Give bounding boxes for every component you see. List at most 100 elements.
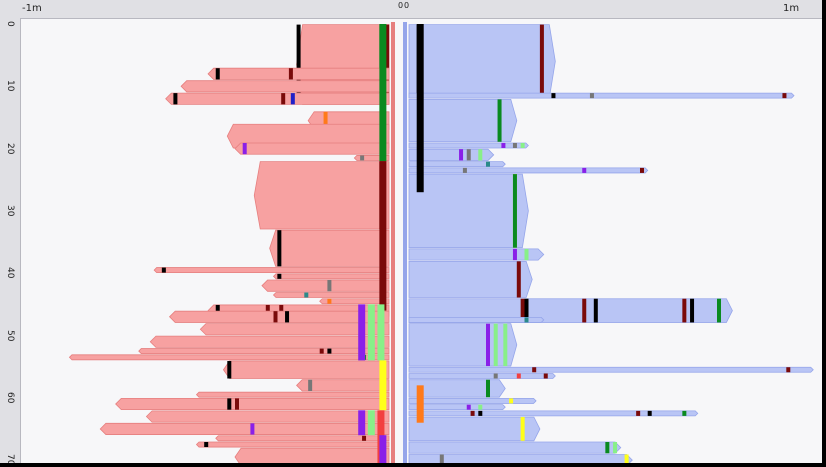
left-read-20: [68, 354, 390, 361]
left-read-0-mark-0: [385, 24, 390, 105]
right-read-3: [408, 142, 529, 149]
right-read-7-mark-1: [512, 174, 517, 248]
right-read-2: [408, 98, 518, 143]
left-read-27-mark-0: [362, 435, 367, 441]
right-read-1: [408, 92, 795, 99]
right-read-4: [408, 148, 495, 161]
x-tick-label: 0: [404, 1, 410, 10]
right-read-4-mark-0: [459, 149, 464, 161]
right-read-14-mark-1: [516, 373, 521, 379]
right-read-19-mark-0: [520, 417, 525, 441]
right-read-13: [408, 366, 814, 373]
left-read-6: [234, 142, 390, 155]
left-read-12-mark-0: [327, 280, 332, 292]
right-read-6-mark-0: [462, 167, 467, 173]
left-read-7-mark-0: [360, 155, 365, 161]
right-read-17-mark-1: [478, 404, 483, 410]
x-tick-label: -1m: [22, 3, 42, 14]
right-read-9: [408, 260, 533, 298]
right-read-3-mark-0: [501, 142, 506, 148]
right-read-10-mark-4: [682, 298, 687, 323]
left-read-29: [234, 447, 390, 463]
right-read-13-mark-1: [786, 367, 791, 373]
left-core-column-3: [367, 304, 375, 361]
left-read-28-mark-0: [204, 442, 209, 448]
left-read-0: [296, 24, 390, 105]
left-read-24-mark-0: [227, 398, 232, 410]
left-read-18: [149, 335, 390, 348]
x-tick-label: 1m: [783, 3, 800, 14]
left-read-21-mark-0: [227, 361, 232, 379]
right-read-12: [408, 323, 518, 367]
right-read-8-mark-0: [512, 248, 517, 261]
left-read-8: [253, 161, 390, 230]
left-read-9-mark-0: [277, 230, 282, 267]
left-core-column-1: [379, 161, 387, 311]
left-read-15-mark-1: [265, 304, 270, 317]
left-core-column-7: [367, 410, 375, 436]
right-read-10-mark-1: [524, 298, 529, 323]
right-read-8: [408, 248, 545, 261]
right-read-11-mark-0: [524, 317, 529, 323]
y-tick-label: 40: [5, 267, 15, 279]
y-axis: 0 10 20 30 40 50 60 70: [0, 18, 21, 463]
left-read-13-mark-0: [304, 292, 309, 298]
y-tick-label: 60: [5, 391, 15, 404]
right-read-10-mark-3: [593, 298, 598, 323]
left-read-19-mark-0: [319, 348, 324, 354]
left-read-3-mark-2: [290, 93, 295, 105]
right-read-21: [408, 454, 633, 463]
left-core-column-5: [379, 360, 387, 411]
right-read-14: [408, 373, 556, 379]
right-read-1-mark-1: [589, 93, 594, 99]
left-read-3-mark-1: [281, 93, 286, 105]
right-read-18: [408, 410, 699, 417]
right-read-12-mark-0: [486, 323, 490, 367]
right-read-16: [408, 397, 537, 404]
right-read-6-mark-2: [640, 167, 644, 173]
left-read-16-mark-1: [285, 311, 290, 323]
right-read-11: [408, 317, 545, 323]
x-axis: -1m 0 0 1m: [0, 0, 822, 19]
right-read-12-mark-2: [503, 323, 508, 367]
left-read-1: [207, 67, 390, 80]
right-core-column-0: [416, 24, 424, 193]
right-read-9-mark-0: [516, 261, 521, 298]
y-tick-label: 50: [5, 329, 15, 341]
right-read-15: [408, 379, 506, 398]
left-read-12: [261, 279, 390, 292]
right-read-20-mark-0: [605, 442, 610, 454]
center-divider-right: [403, 22, 407, 463]
left-read-16: [168, 310, 390, 323]
left-read-10: [153, 267, 390, 274]
y-tick-label: 70: [5, 454, 15, 463]
right-read-18-mark-1: [478, 410, 483, 416]
right-read-3-mark-1: [512, 142, 517, 148]
left-read-14-mark-0: [327, 298, 332, 304]
left-read-22: [296, 379, 390, 392]
left-read-19: [138, 348, 390, 354]
right-read-18-mark-4: [682, 410, 687, 416]
right-read-7: [408, 173, 529, 249]
left-read-3: [165, 92, 390, 105]
left-read-28: [195, 441, 390, 448]
left-read-16-mark-0: [273, 311, 278, 323]
left-read-10-mark-0: [161, 267, 166, 273]
right-read-13-mark-0: [532, 367, 537, 373]
left-core-column-4: [377, 304, 385, 361]
right-read-4-mark-1: [466, 149, 471, 161]
right-read-10-mark-0: [520, 298, 525, 323]
right-read-4-mark-2: [478, 149, 483, 161]
left-read-27: [215, 435, 390, 442]
right-read-17-mark-0: [466, 404, 471, 410]
right-read-15-mark-0: [486, 379, 490, 398]
left-read-6-mark-0: [242, 142, 247, 155]
left-read-14: [319, 298, 390, 305]
right-read-3-mark-2: [520, 142, 525, 148]
right-read-2-mark-0: [497, 99, 502, 142]
right-read-10-mark-5: [690, 298, 695, 323]
left-read-13: [272, 292, 390, 298]
